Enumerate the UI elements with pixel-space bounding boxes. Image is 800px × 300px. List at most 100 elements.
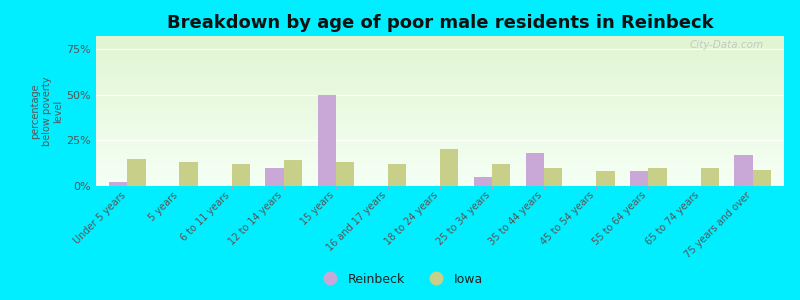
Bar bbox=[96, 81, 784, 82]
Bar bbox=[96, 51, 784, 52]
Bar bbox=[96, 48, 784, 50]
Bar bbox=[96, 98, 784, 99]
Bar bbox=[96, 164, 784, 165]
Bar bbox=[266, 168, 284, 186]
Bar bbox=[96, 108, 784, 110]
Bar bbox=[96, 64, 784, 66]
Bar bbox=[96, 147, 784, 148]
Bar bbox=[96, 110, 784, 111]
Bar bbox=[474, 177, 492, 186]
Bar bbox=[96, 165, 784, 166]
Bar bbox=[96, 122, 784, 123]
Bar bbox=[96, 162, 784, 164]
Bar bbox=[96, 111, 784, 112]
Bar bbox=[318, 94, 336, 186]
Bar bbox=[96, 135, 784, 136]
Bar bbox=[96, 94, 784, 96]
Bar bbox=[96, 128, 784, 129]
Bar bbox=[96, 142, 784, 144]
Bar bbox=[96, 76, 784, 78]
Bar bbox=[96, 158, 784, 159]
Bar bbox=[96, 116, 784, 117]
Bar bbox=[96, 171, 784, 172]
Bar bbox=[96, 50, 784, 51]
Bar bbox=[231, 164, 250, 186]
Y-axis label: percentage
below poverty
level: percentage below poverty level bbox=[30, 76, 64, 146]
Bar bbox=[630, 171, 649, 186]
Bar bbox=[96, 96, 784, 98]
Bar bbox=[96, 114, 784, 116]
Bar bbox=[96, 68, 784, 69]
Bar bbox=[96, 172, 784, 174]
Bar bbox=[96, 46, 784, 48]
Bar bbox=[96, 124, 784, 126]
Bar bbox=[96, 168, 784, 170]
Bar bbox=[96, 80, 784, 81]
Bar bbox=[96, 102, 784, 104]
Bar bbox=[96, 129, 784, 130]
Bar bbox=[753, 169, 771, 186]
Bar bbox=[96, 45, 784, 46]
Bar bbox=[96, 184, 784, 186]
Bar bbox=[96, 99, 784, 100]
Bar bbox=[96, 180, 784, 182]
Bar bbox=[96, 66, 784, 68]
Bar bbox=[96, 159, 784, 160]
Bar bbox=[649, 168, 666, 186]
Bar bbox=[96, 78, 784, 80]
Bar bbox=[96, 92, 784, 93]
Bar bbox=[96, 136, 784, 138]
Bar bbox=[96, 152, 784, 153]
Bar bbox=[96, 56, 784, 57]
Bar bbox=[96, 60, 784, 61]
Bar bbox=[96, 75, 784, 76]
Bar bbox=[96, 106, 784, 108]
Bar bbox=[440, 149, 458, 186]
Bar bbox=[96, 177, 784, 178]
Bar bbox=[96, 74, 784, 75]
Bar bbox=[96, 39, 784, 40]
Bar bbox=[96, 69, 784, 70]
Legend: Reinbeck, Iowa: Reinbeck, Iowa bbox=[312, 268, 488, 291]
Bar bbox=[526, 153, 544, 186]
Bar bbox=[96, 150, 784, 152]
Bar bbox=[96, 146, 784, 147]
Text: City-Data.com: City-Data.com bbox=[690, 40, 763, 50]
Bar bbox=[701, 168, 719, 186]
Bar bbox=[96, 88, 784, 90]
Bar bbox=[492, 164, 510, 186]
Bar bbox=[96, 42, 784, 44]
Bar bbox=[96, 90, 784, 92]
Bar bbox=[96, 123, 784, 124]
Bar bbox=[284, 160, 302, 186]
Bar bbox=[96, 176, 784, 177]
Bar bbox=[96, 87, 784, 88]
Bar bbox=[96, 130, 784, 132]
Bar bbox=[96, 178, 784, 180]
Bar bbox=[96, 160, 784, 162]
Bar bbox=[96, 144, 784, 146]
Bar bbox=[96, 154, 784, 156]
Bar bbox=[96, 156, 784, 158]
Bar bbox=[96, 36, 784, 38]
Bar bbox=[336, 162, 354, 186]
Bar bbox=[96, 182, 784, 183]
Bar bbox=[96, 169, 784, 171]
Bar bbox=[96, 112, 784, 114]
Bar bbox=[96, 117, 784, 118]
Bar bbox=[96, 40, 784, 42]
Bar bbox=[96, 58, 784, 60]
Bar bbox=[109, 182, 127, 186]
Bar bbox=[96, 134, 784, 135]
Bar bbox=[96, 57, 784, 58]
Bar bbox=[96, 93, 784, 94]
Bar bbox=[96, 174, 784, 176]
Bar bbox=[734, 155, 753, 186]
Bar bbox=[96, 126, 784, 128]
Bar bbox=[596, 171, 614, 186]
Bar bbox=[96, 72, 784, 74]
Bar bbox=[96, 183, 784, 184]
Bar bbox=[96, 85, 784, 87]
Bar bbox=[96, 153, 784, 154]
Bar bbox=[96, 105, 784, 106]
